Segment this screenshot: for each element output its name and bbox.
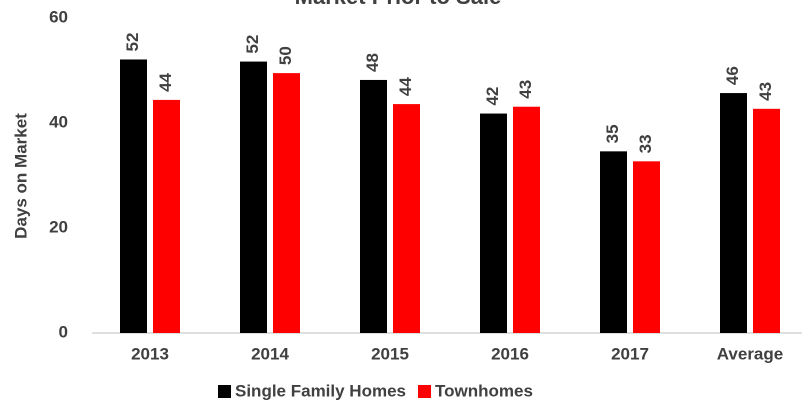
legend-swatch xyxy=(218,385,231,398)
x-tick-label: 2013 xyxy=(131,344,169,363)
value-label: 48 xyxy=(363,53,382,72)
bar xyxy=(120,59,147,333)
value-label: 44 xyxy=(396,77,415,96)
x-tick-label: 2014 xyxy=(251,344,289,363)
x-tick-label: 2016 xyxy=(491,344,529,363)
bar xyxy=(633,161,660,333)
y-tick-label: 0 xyxy=(59,322,68,341)
bar xyxy=(153,99,180,334)
y-tick-label: 20 xyxy=(49,217,68,236)
value-label: 43 xyxy=(756,82,775,101)
bar xyxy=(393,104,420,333)
value-label: 52 xyxy=(243,35,262,54)
bar xyxy=(240,61,267,333)
bar xyxy=(720,93,747,333)
value-label: 44 xyxy=(156,72,175,91)
x-tick-label: 2017 xyxy=(611,344,649,363)
bar xyxy=(480,113,507,333)
value-label: 33 xyxy=(636,134,655,153)
y-axis-title: Days on Market xyxy=(11,113,30,239)
x-tick-label: 2015 xyxy=(371,344,409,363)
bar xyxy=(600,151,627,333)
bar xyxy=(273,73,300,333)
y-tick-label: 40 xyxy=(49,112,68,131)
bar xyxy=(360,79,387,333)
legend-label: Townhomes xyxy=(435,381,533,400)
y-tick-label: 60 xyxy=(49,7,68,26)
legend-label: Single Family Homes xyxy=(235,381,406,400)
value-label: 52 xyxy=(123,33,142,52)
value-label: 43 xyxy=(516,80,535,99)
chart-title: Market Prior to Sale xyxy=(295,0,502,9)
value-label: 35 xyxy=(603,124,622,143)
x-tick-label: Average xyxy=(717,344,783,363)
legend-swatch xyxy=(418,385,431,398)
bar xyxy=(513,106,540,333)
value-label: 50 xyxy=(276,46,295,65)
value-label: 46 xyxy=(723,66,742,85)
value-label: 42 xyxy=(483,87,502,106)
bar xyxy=(753,108,780,333)
